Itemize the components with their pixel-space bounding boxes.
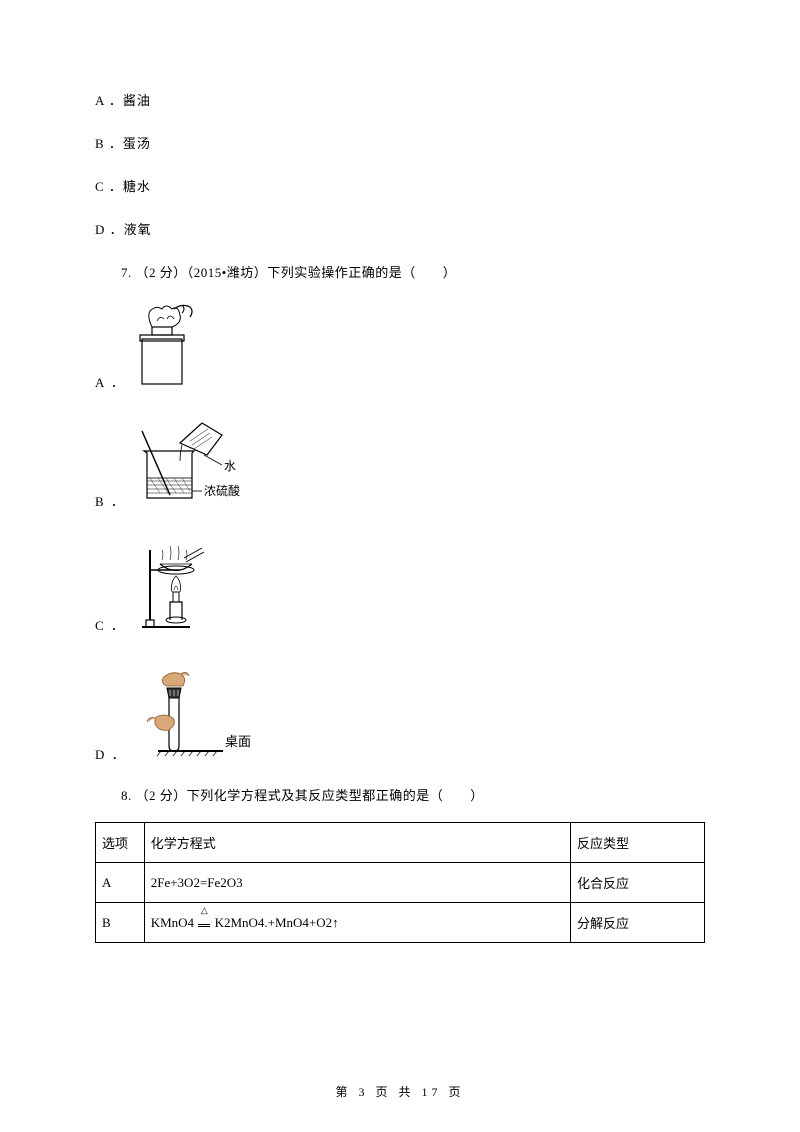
desk-label: 桌面 [225, 734, 251, 749]
row-b-opt: B [96, 903, 145, 943]
table-header-row: 选项 化学方程式 反应类型 [96, 823, 705, 863]
option-c: C ．糖水 [95, 176, 705, 195]
q7-option-b-container: B ． 水 浓硫酸 [95, 413, 705, 512]
heat-icon: △ [197, 905, 211, 916]
row-b-type: 分解反应 [571, 903, 705, 943]
q7-option-a-container: A ． [95, 299, 705, 393]
table-row: B KMnO4 △ K2MnO4.+MnO4+O2↑ 分解反应 [96, 903, 705, 943]
q7-c-letter: C ． [95, 615, 126, 634]
row-a-type: 化合反应 [571, 863, 705, 903]
row-b-eq: KMnO4 △ K2MnO4.+MnO4+O2↑ [144, 903, 570, 943]
row-a-eq: 2Fe+3O2=Fe2O3 [144, 863, 570, 903]
acid-label: 浓硫酸 [204, 483, 240, 498]
header-equation: 化学方程式 [144, 823, 570, 863]
option-b: B ．蛋汤 [95, 133, 705, 152]
option-d: D ．液氧 [95, 219, 705, 238]
q7-b-letter: B ． [95, 491, 126, 510]
beaker-pour-icon: 水 浓硫酸 [132, 413, 272, 512]
evaporation-icon [132, 532, 217, 636]
option-a: A ．酱油 [95, 90, 705, 109]
q7-d-letter: D ． [95, 744, 127, 763]
water-label: 水 [224, 459, 236, 473]
q7-a-letter: A ． [95, 372, 126, 391]
question-8: 8. （2 分）下列化学方程式及其反应类型都正确的是（ ） [95, 785, 705, 804]
table-row: A 2Fe+3O2=Fe2O3 化合反应 [96, 863, 705, 903]
header-option: 选项 [96, 823, 145, 863]
row-a-opt: A [96, 863, 145, 903]
bottle-icon [132, 299, 207, 393]
page-footer: 第 3 页 共 17 页 [0, 1083, 800, 1100]
stopper-tube-icon: 桌面 [133, 656, 263, 765]
q7-option-d-container: D ． 桌面 [95, 656, 705, 765]
equation-table: 选项 化学方程式 反应类型 A 2Fe+3O2=Fe2O3 化合反应 B KMn… [95, 822, 705, 943]
header-type: 反应类型 [571, 823, 705, 863]
question-7: 7. （2 分）（2015•潍坊）下列实验操作正确的是（ ） [95, 262, 705, 281]
q7-option-c-container: C ． [95, 532, 705, 636]
